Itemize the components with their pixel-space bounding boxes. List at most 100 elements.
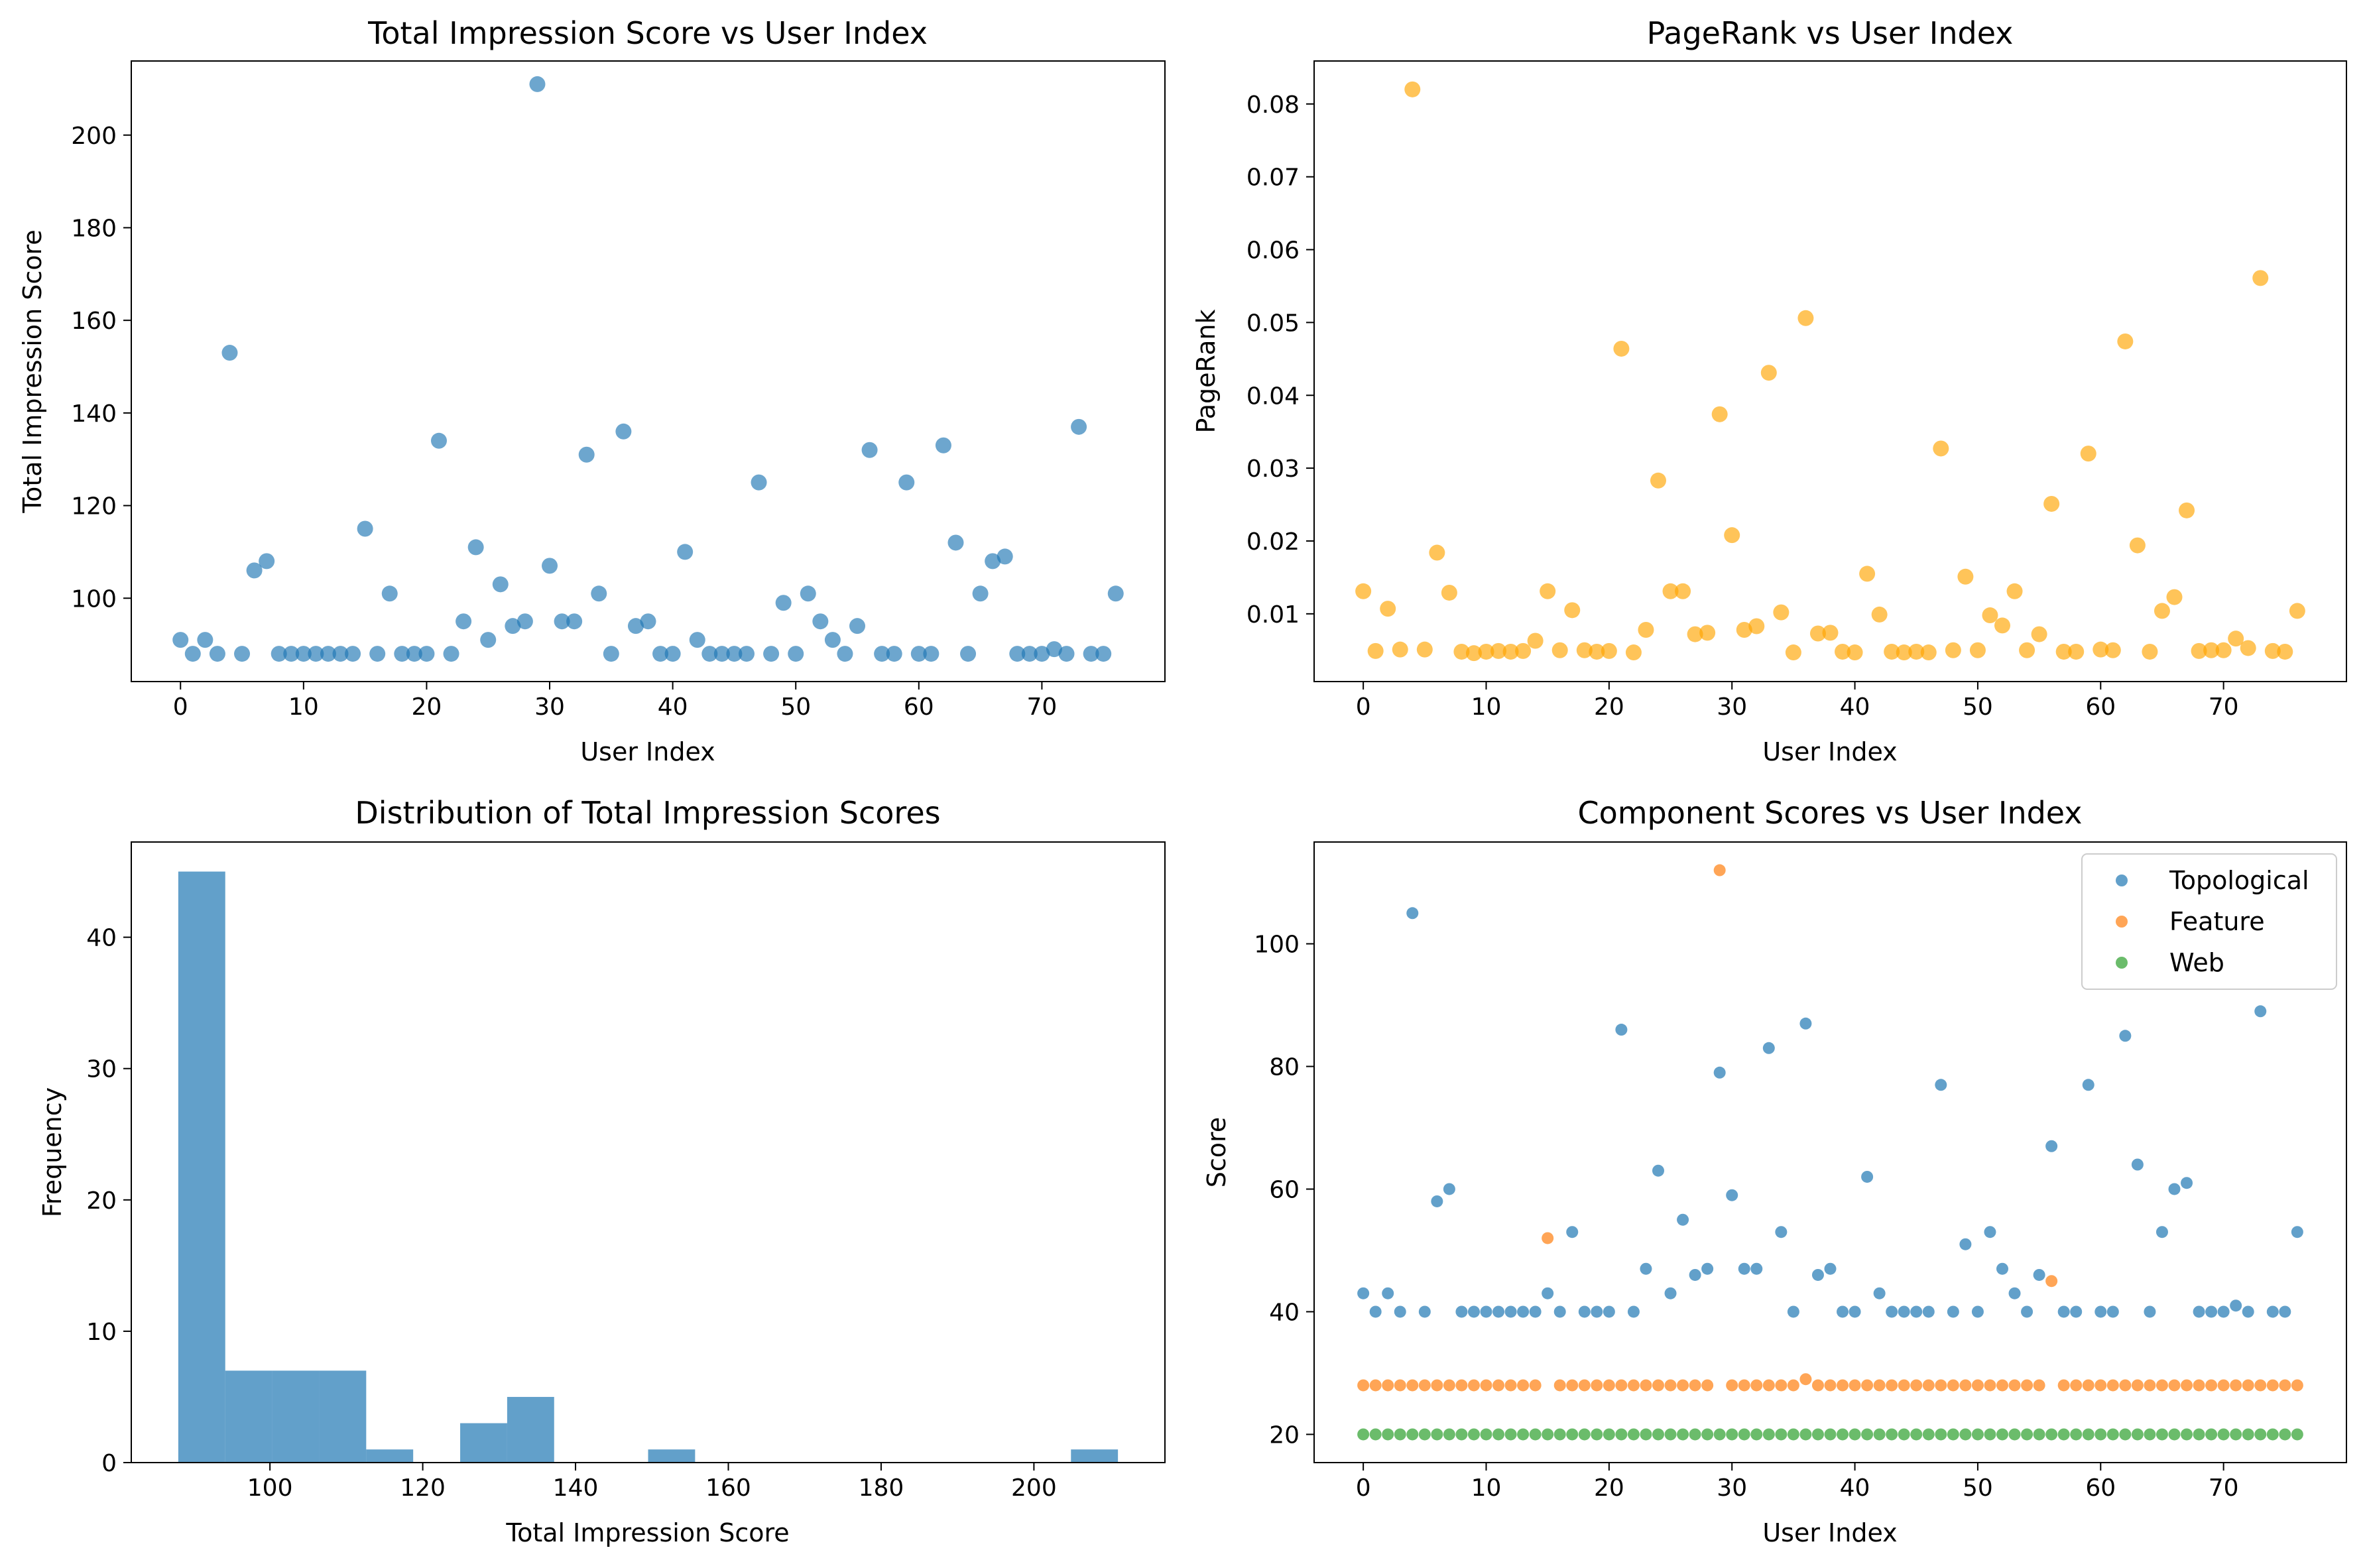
legend-label-feature: Feature — [2169, 907, 2265, 936]
point-feature — [1738, 1379, 1750, 1392]
scatter-point — [1367, 642, 1384, 659]
point-web — [2193, 1428, 2205, 1441]
scatter-point — [455, 613, 472, 630]
point-topological — [1431, 1195, 1443, 1207]
scatter-point — [357, 520, 373, 537]
point-feature — [1837, 1379, 1849, 1392]
scatter-point — [1675, 583, 1691, 599]
point-web — [1910, 1428, 1923, 1441]
point-web — [1984, 1428, 1996, 1441]
scatter-point — [554, 613, 570, 630]
scatter-point — [763, 646, 780, 662]
y-tick-label: 100 — [1254, 932, 1300, 959]
point-feature — [2070, 1379, 2083, 1392]
scatter-point — [1699, 625, 1716, 641]
x-tick-label: 20 — [1594, 1475, 1624, 1502]
point-topological — [1542, 1287, 1554, 1299]
scatter-point — [1392, 641, 1408, 658]
point-feature — [1922, 1379, 1935, 1392]
scatter-point — [1933, 440, 1949, 457]
scatter-point — [2080, 446, 2096, 462]
point-feature — [1787, 1379, 1799, 1392]
y-tick-label: 0.07 — [1246, 164, 1300, 192]
legend-marker-feature — [2116, 916, 2128, 928]
scatter-point — [1355, 583, 1372, 599]
scatter-point — [1095, 646, 1112, 662]
point-topological — [2045, 1140, 2058, 1152]
subplot-component-scores: Component Scores vs User Index 0 10 20 30 40… — [1202, 795, 2347, 1547]
point-web — [2033, 1428, 2045, 1441]
point-web — [2242, 1428, 2254, 1441]
point-topological — [2033, 1268, 2045, 1281]
point-web — [2205, 1428, 2218, 1441]
scatter-point — [578, 446, 595, 463]
point-feature — [1553, 1379, 1566, 1392]
point-topological — [2205, 1305, 2218, 1318]
point-topological — [1701, 1262, 1714, 1275]
point-topological — [1640, 1262, 1652, 1275]
point-web — [1811, 1428, 1824, 1441]
point-web — [1369, 1428, 1382, 1441]
point-topological — [2094, 1305, 2107, 1318]
scatter-point — [1711, 406, 1728, 422]
scatter-point — [1465, 645, 1482, 662]
point-web — [1971, 1428, 1984, 1441]
point-topological — [2181, 1177, 2193, 1189]
x-tick-label: 50 — [780, 694, 811, 721]
point-topological — [1959, 1238, 1972, 1250]
point-feature — [1726, 1379, 1738, 1392]
point-feature — [2144, 1379, 2156, 1392]
x-tick-label: 50 — [1963, 694, 1993, 721]
point-topological — [1738, 1262, 1750, 1275]
point-web — [1357, 1428, 1370, 1441]
scatter-point — [430, 432, 447, 449]
scatter-point — [1773, 604, 1790, 621]
point-web — [1849, 1428, 1861, 1441]
point-feature — [1701, 1379, 1714, 1392]
point-topological — [2057, 1305, 2070, 1318]
scatter-point — [283, 646, 300, 662]
point-web — [1861, 1428, 1874, 1441]
scatter-point — [1478, 643, 1494, 660]
legend-label-web: Web — [2169, 948, 2224, 977]
point-web — [1517, 1428, 1530, 1441]
point-topological — [1529, 1305, 1542, 1318]
point-topological — [1849, 1305, 1861, 1318]
point-topological — [2254, 1005, 2267, 1018]
point-feature — [1542, 1232, 1554, 1244]
scatter-point — [1441, 584, 1457, 601]
point-web — [1652, 1428, 1664, 1441]
point-feature — [1971, 1379, 1984, 1392]
scatter-point — [2006, 583, 2023, 599]
point-topological — [1837, 1305, 1849, 1318]
point-web — [1382, 1428, 1394, 1441]
scatter-point — [2142, 643, 2158, 660]
scatter-point — [1502, 643, 1519, 660]
point-topological — [1971, 1305, 1984, 1318]
subplot-1-ylabel: Total Impression Score — [18, 229, 47, 513]
histogram-bar — [366, 1449, 414, 1463]
scatter-point — [394, 646, 410, 662]
y-tick-label: 0.04 — [1246, 383, 1300, 410]
x-tick-label: 60 — [2085, 694, 2116, 721]
scatter-point — [1809, 625, 1826, 642]
legend-box — [2081, 853, 2337, 990]
x-tick-label: 30 — [1717, 1475, 1747, 1502]
point-web — [1627, 1428, 1640, 1441]
point-web — [1467, 1428, 1480, 1441]
y-tick-label: 30 — [86, 1056, 117, 1083]
scatter-point — [2117, 333, 2134, 349]
point-web — [1591, 1428, 1603, 1441]
point-topological — [1615, 1024, 1628, 1036]
x-tick-label: 0 — [1356, 694, 1371, 721]
point-feature — [1775, 1379, 1788, 1392]
scatter-point — [713, 646, 730, 662]
scatter-point — [1822, 625, 1839, 641]
scatter-point — [259, 553, 275, 570]
point-web — [1504, 1428, 1517, 1441]
point-feature — [2168, 1379, 2181, 1392]
point-web — [1775, 1428, 1788, 1441]
point-web — [1935, 1428, 1947, 1441]
point-feature — [1467, 1379, 1480, 1392]
